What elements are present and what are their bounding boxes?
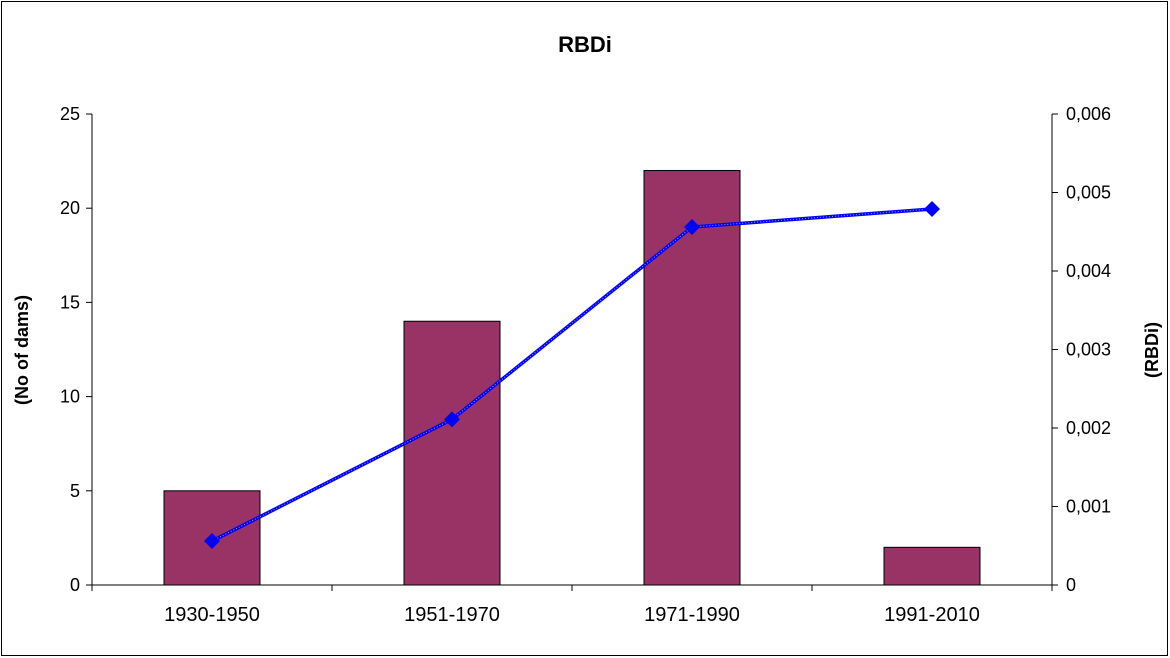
y-left-tick-label: 15: [60, 292, 80, 312]
y-right-tick-label: 0,005: [1066, 183, 1111, 203]
line-marker: [204, 533, 220, 550]
x-tick-label: 1951-1970: [404, 604, 500, 626]
y-left-tick-label: 10: [60, 387, 80, 407]
series-line-highlight: [211, 208, 933, 542]
y-left-tick-label: 20: [60, 198, 80, 218]
x-tick-label: 1930-1950: [164, 604, 260, 626]
y-right-tick-label: 0,006: [1066, 104, 1111, 124]
y-right-tick-label: 0: [1066, 575, 1076, 595]
x-tick-label: 1991-2010: [884, 604, 980, 626]
bar: [403, 320, 501, 586]
bar: [883, 546, 981, 586]
y-left-tick-label: 0: [70, 575, 80, 595]
y-left-tick-label: 25: [60, 104, 80, 124]
y-right-label: (RBDi): [1142, 322, 1162, 378]
bar: [643, 170, 741, 586]
line-marker: [684, 219, 700, 236]
y-right-tick-label: 0,003: [1066, 340, 1111, 360]
line-marker: [924, 200, 940, 217]
y-right-tick-label: 0,002: [1066, 418, 1111, 438]
y-left-label: (No of dams): [12, 295, 32, 405]
x-tick-label: 1971-1990: [644, 604, 740, 626]
y-left-tick-label: 5: [70, 481, 80, 501]
line-marker: [444, 411, 460, 428]
y-right-tick-label: 0,001: [1066, 497, 1111, 517]
y-right-tick-label: 0,004: [1066, 261, 1111, 281]
chart-title: RBDi: [558, 32, 612, 57]
